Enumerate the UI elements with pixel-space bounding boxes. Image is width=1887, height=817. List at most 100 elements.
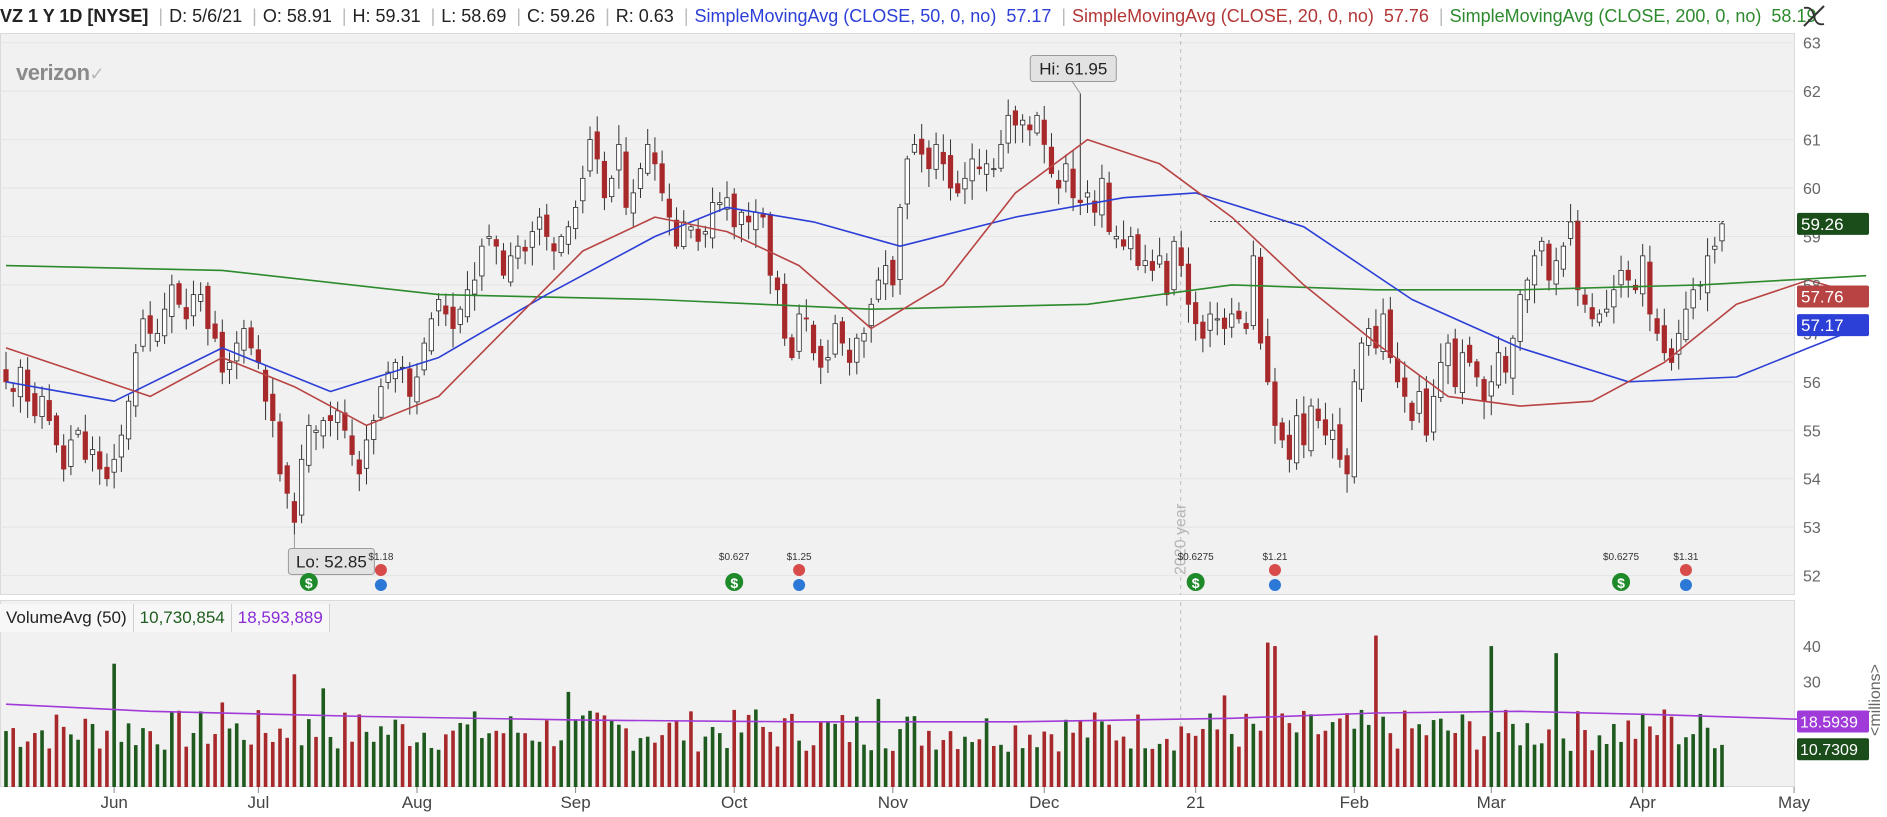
candle-body [1344, 455, 1350, 475]
volume-bar [1640, 713, 1645, 787]
volume-bar [912, 716, 917, 787]
candle-body [695, 228, 701, 242]
candle-body [890, 259, 896, 286]
candle-body [32, 393, 38, 417]
volume-bar [249, 744, 253, 787]
x-tick-label: Dec [1029, 793, 1060, 812]
volume-bar [1114, 740, 1119, 787]
volume-bar [530, 740, 535, 787]
candle-body [616, 144, 622, 171]
sma200-study-label[interactable]: SimpleMovingAvg (CLOSE, 200, 0, no) [1449, 6, 1762, 26]
volume-bar [1518, 745, 1522, 787]
year-marker-label: 2020 year [1173, 503, 1190, 575]
candle-body [1394, 358, 1401, 383]
volume-study-label[interactable]: VolumeAvg (50) [0, 604, 134, 632]
volume-bar [1302, 710, 1306, 787]
candle-body [479, 245, 485, 277]
sma50-study-label[interactable]: SimpleMovingAvg (CLOSE, 50, 0, no) [694, 6, 997, 26]
volume-bar [1208, 713, 1212, 787]
volume-bar [1056, 751, 1061, 787]
logo-text: verizon [16, 60, 90, 85]
candle-body [118, 434, 124, 458]
candle-body [1553, 260, 1559, 285]
volume-bar [1669, 716, 1674, 787]
volume-bar [1294, 732, 1299, 787]
candle-body [897, 207, 903, 280]
candle-body [1171, 240, 1177, 291]
volume-bar [1215, 729, 1220, 787]
candle-body [767, 213, 773, 276]
volume-bar [869, 750, 874, 787]
candle-body [673, 219, 680, 247]
candle-body [1683, 308, 1689, 341]
volume-bar [862, 744, 866, 787]
volume-bar [948, 731, 953, 787]
volume-bar [1705, 727, 1710, 787]
volume-avg-axis-bubble [1797, 710, 1869, 733]
candle-body [969, 158, 975, 182]
candle-body [724, 197, 730, 210]
candle-body [933, 144, 939, 170]
volume-bar [1388, 733, 1393, 787]
candle-body [544, 214, 550, 237]
candle-body [1531, 255, 1538, 286]
candle-body [493, 239, 499, 247]
volume-bar [963, 736, 967, 787]
sma20-study-label[interactable]: SimpleMovingAvg (CLOSE, 20, 0, no) [1072, 6, 1374, 26]
volume-bar [537, 741, 542, 787]
volume-bar [573, 719, 578, 787]
candle-body [998, 144, 1004, 169]
volume-bar [1157, 743, 1162, 787]
x-tick-label: Aug [402, 793, 432, 812]
volume-bar [1071, 732, 1075, 787]
volume-bar [1417, 724, 1421, 787]
candle-body [1510, 337, 1516, 379]
candle-body [1452, 338, 1458, 388]
candle-body [1560, 245, 1566, 270]
candle-body [825, 357, 831, 361]
volume-bar [1193, 735, 1198, 787]
candle-body [1611, 289, 1617, 308]
candle-body [839, 321, 845, 344]
volume-bar [69, 734, 73, 787]
candle-body [919, 138, 925, 155]
candle-body [212, 323, 218, 339]
volume-bar [1626, 720, 1631, 787]
dividend-icon [374, 579, 387, 591]
volume-bar [1107, 724, 1111, 787]
sma50-study-value: 57.17 [1006, 6, 1052, 26]
volume-bar [314, 736, 318, 787]
volume-bar [609, 720, 614, 787]
earnings-icon-glyph: $ [1192, 575, 1200, 591]
volume-bar [1006, 751, 1011, 787]
sma50-axis-bubble [1797, 314, 1869, 337]
volume-bar [429, 747, 434, 787]
volume-bar [1547, 729, 1551, 787]
candle-body [1193, 302, 1199, 325]
volume-bar [703, 736, 708, 787]
candle-body [522, 246, 528, 252]
volume-bar [1121, 736, 1126, 787]
volume-bar [1489, 646, 1494, 787]
candle-body [1589, 307, 1595, 320]
volume-axis-label: <millions> [1867, 664, 1884, 736]
volume-bar [1345, 713, 1349, 787]
volume-bar [90, 723, 95, 787]
volume-bar [105, 730, 109, 787]
volume-bar [984, 718, 989, 787]
candle-body [536, 216, 543, 230]
symbol-label[interactable]: VZ 1 Y 1D [NYSE] [0, 6, 149, 26]
volume-bar [1237, 746, 1241, 787]
drawing-tool-icon[interactable] [1800, 2, 1828, 30]
volume-bar [1402, 710, 1407, 787]
candle-body [810, 324, 817, 354]
volume-bar [1323, 730, 1328, 787]
x-tick-label: Oct [721, 793, 748, 812]
volume-bar [1525, 723, 1530, 787]
volume-bar [11, 728, 16, 787]
volume-bar [1338, 718, 1342, 787]
volume-bar [1258, 730, 1263, 787]
candle-body [277, 421, 283, 475]
candle-body [1676, 332, 1682, 355]
